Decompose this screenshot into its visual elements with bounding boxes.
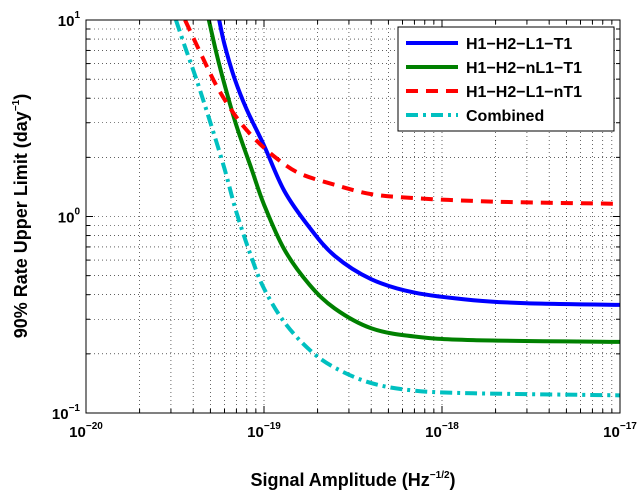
y-tick-label: 100 bbox=[58, 207, 81, 227]
legend-label-1: H1−H2−L1−T1 bbox=[466, 36, 572, 53]
legend-label-2: H1−H2−nL1−T1 bbox=[466, 60, 582, 77]
tick-labels: 10−20 10−19 10−18 10−17 10−1 100 101 bbox=[52, 10, 637, 441]
y-axis-title: 90% Rate Upper Limit (day−1) bbox=[11, 94, 31, 338]
series-line-1 bbox=[217, 20, 620, 307]
legend-label-4: Combined bbox=[466, 108, 544, 125]
series-line-4 bbox=[174, 20, 620, 398]
x-tick-label: 10−18 bbox=[425, 421, 459, 441]
x-axis-title: Signal Amplitude (Hz−1/2) bbox=[250, 470, 455, 490]
series-line-2 bbox=[206, 20, 620, 344]
x-tick-label: 10−19 bbox=[247, 421, 281, 441]
y-tick-label: 101 bbox=[58, 10, 81, 30]
series-layer bbox=[174, 20, 620, 398]
y-tick-label: 10−1 bbox=[52, 403, 81, 423]
legend-label-3: H1−H2−L1−nT1 bbox=[466, 84, 582, 101]
ticks bbox=[85, 20, 620, 414]
x-tick-label: 10−20 bbox=[69, 421, 103, 441]
grid bbox=[86, 20, 620, 413]
x-tick-label: 10−17 bbox=[603, 421, 637, 441]
legend: H1−H2−L1−T1 H1−H2−nL1−T1 H1−H2−L1−nT1 Combi… bbox=[397, 26, 615, 132]
